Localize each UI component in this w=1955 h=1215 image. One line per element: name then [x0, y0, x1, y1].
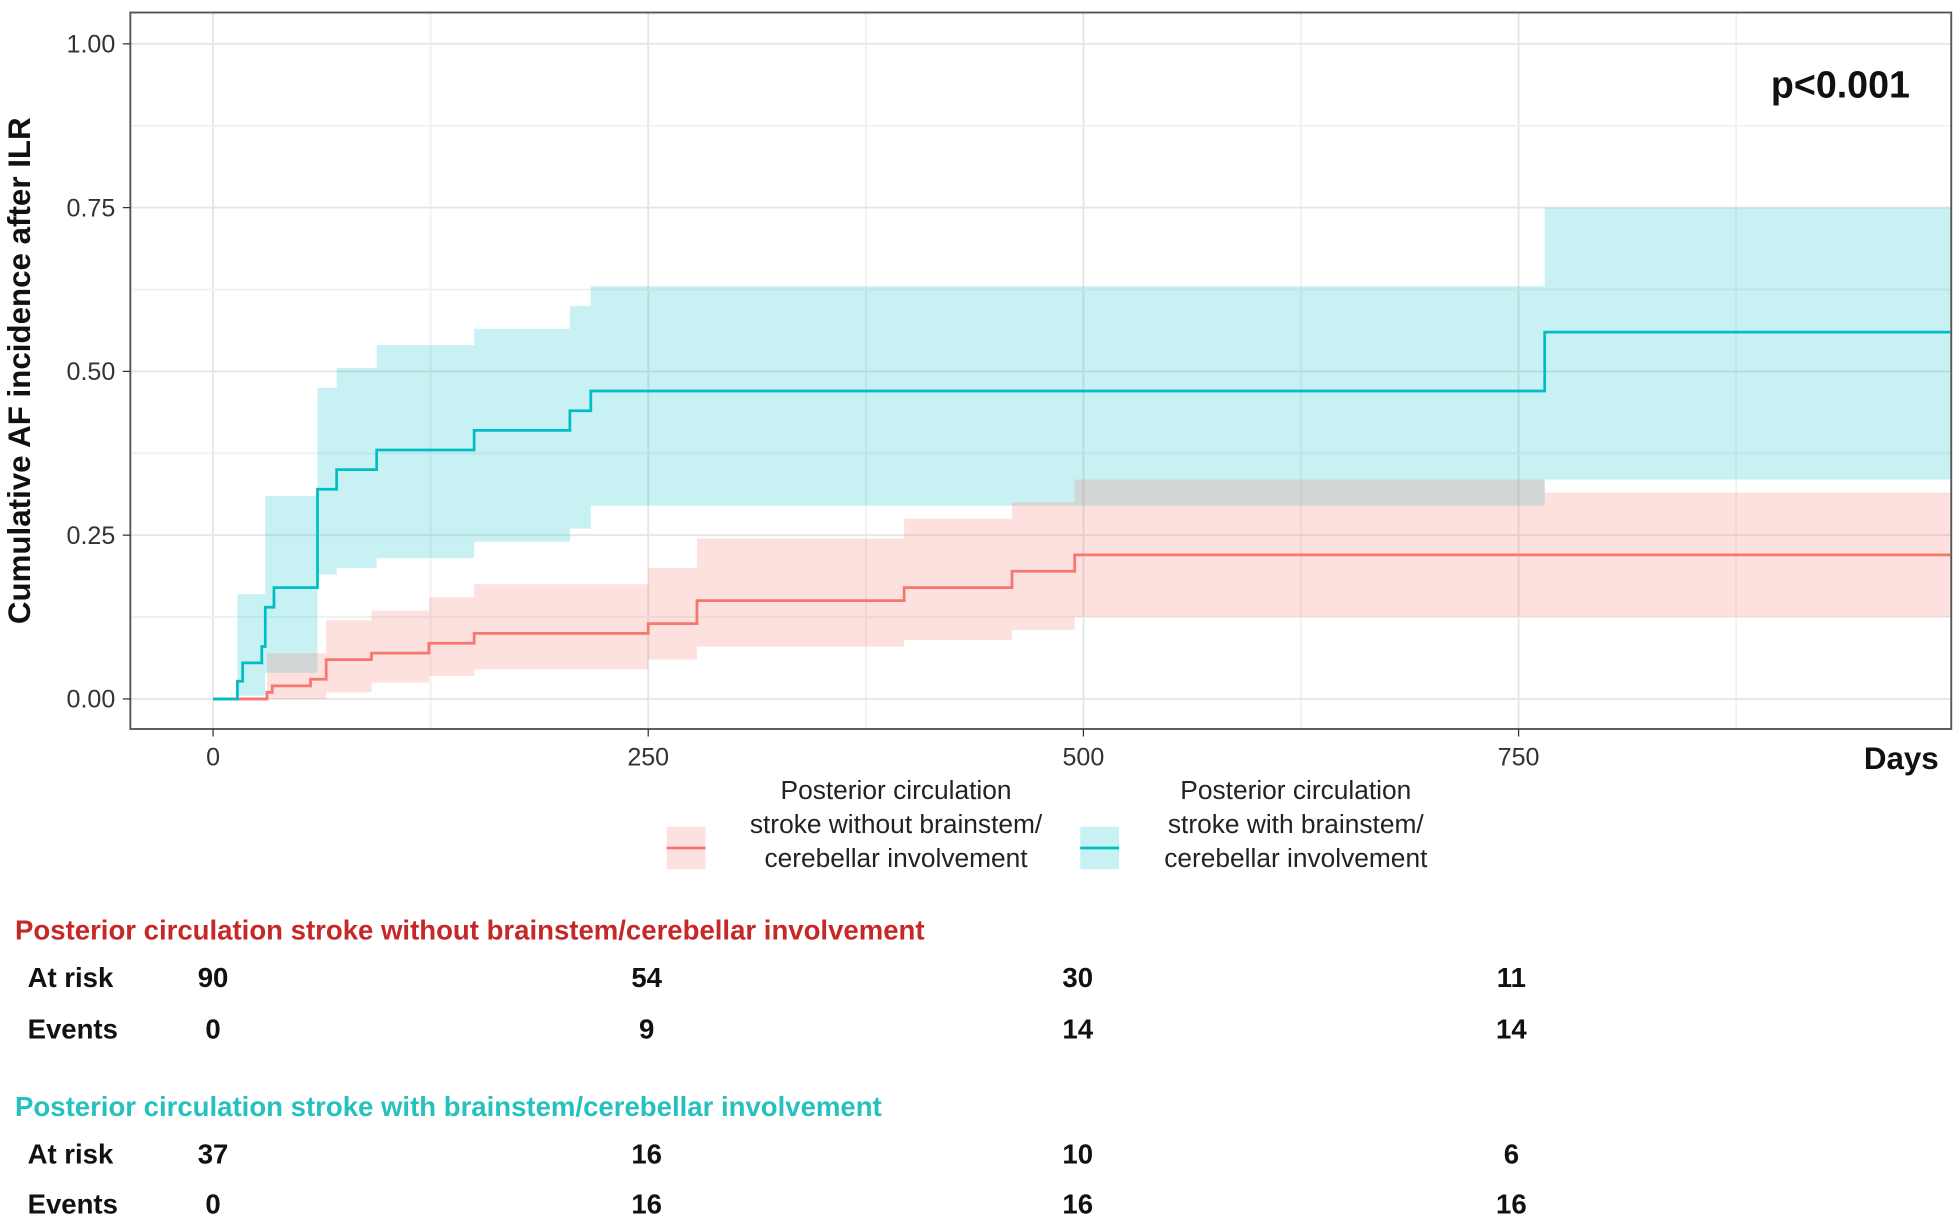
axes: 0 250 500 750 0.00 0.25 0.50 0.75 1.00	[67, 31, 1540, 772]
survival-step-line	[213, 330, 1951, 701]
y-tick-label: 0.25	[67, 522, 116, 550]
legend-label: Posterior circulation	[1180, 775, 1411, 805]
y-tick-label: 0.00	[67, 686, 116, 714]
risk-table-cell: 14	[1496, 1013, 1527, 1044]
risk-table-cell: 10	[1062, 1139, 1093, 1170]
risk-table-cell: 0	[205, 1189, 220, 1215]
risk-table-cell: 54	[631, 962, 662, 993]
risk-table: Posterior circulation stroke without bra…	[15, 914, 1527, 1215]
legend-label: cerebellar involvement	[1164, 843, 1428, 873]
legend-label: cerebellar involvement	[764, 843, 1028, 873]
risk-table-cell: 90	[198, 962, 229, 993]
x-axis-label: Days	[1864, 741, 1939, 776]
risk-table-group-title: Posterior circulation stroke without bra…	[15, 914, 925, 945]
risk-table-cell: 9	[639, 1013, 654, 1044]
legend-label: Posterior circulation	[781, 775, 1012, 805]
legend-item: Posterior circulation stroke with brainst…	[1080, 775, 1428, 873]
risk-table-cell: 16	[631, 1189, 662, 1215]
x-tick-label: 0	[206, 743, 220, 771]
risk-table-group-title: Posterior circulation stroke with brains…	[15, 1091, 882, 1122]
risk-table-cell: 14	[1062, 1013, 1093, 1044]
confidence-band	[267, 479, 1951, 699]
risk-table-cell: 6	[1504, 1139, 1519, 1170]
survival-step-line	[213, 553, 1951, 701]
risk-table-cell: 30	[1062, 962, 1093, 993]
y-tick-label: 0.50	[67, 358, 116, 386]
grid	[130, 12, 1952, 729]
confidence-bands	[237, 207, 1951, 699]
p-value-annotation: p<0.001	[1771, 64, 1910, 106]
y-tick-label: 1.00	[67, 31, 116, 59]
y-tick-label: 0.75	[67, 194, 116, 222]
risk-table-cell: 37	[198, 1139, 229, 1170]
risk-table-row-label: Events	[28, 1013, 118, 1044]
x-tick-label: 750	[1498, 743, 1540, 771]
risk-table-cell: 16	[1062, 1189, 1093, 1215]
legend-label: stroke without brainstem/	[750, 809, 1043, 839]
y-axis-label: Cumulative AF incidence after ILR	[2, 117, 37, 624]
risk-table-cell: 11	[1497, 962, 1526, 993]
risk-table-group: Posterior circulation stroke without bra…	[15, 914, 1527, 1044]
risk-table-row-label: At risk	[28, 1139, 114, 1170]
legend-item: Posterior circulation stroke without brai…	[666, 775, 1043, 873]
risk-table-cell: 0	[205, 1013, 220, 1044]
legend-label: stroke with brainstem/	[1168, 809, 1425, 839]
risk-table-group: Posterior circulation stroke with brains…	[15, 1091, 1527, 1215]
risk-table-cell: 16	[1496, 1189, 1527, 1215]
risk-table-row-label: At risk	[28, 962, 114, 993]
legend: Posterior circulation stroke without brai…	[666, 775, 1428, 873]
risk-table-row-label: Events	[28, 1189, 118, 1215]
risk-table-cell: 16	[631, 1139, 662, 1170]
confidence-band	[237, 207, 1951, 696]
x-tick-label: 500	[1062, 743, 1104, 771]
series-lines	[213, 330, 1951, 701]
x-tick-label: 250	[627, 743, 669, 771]
